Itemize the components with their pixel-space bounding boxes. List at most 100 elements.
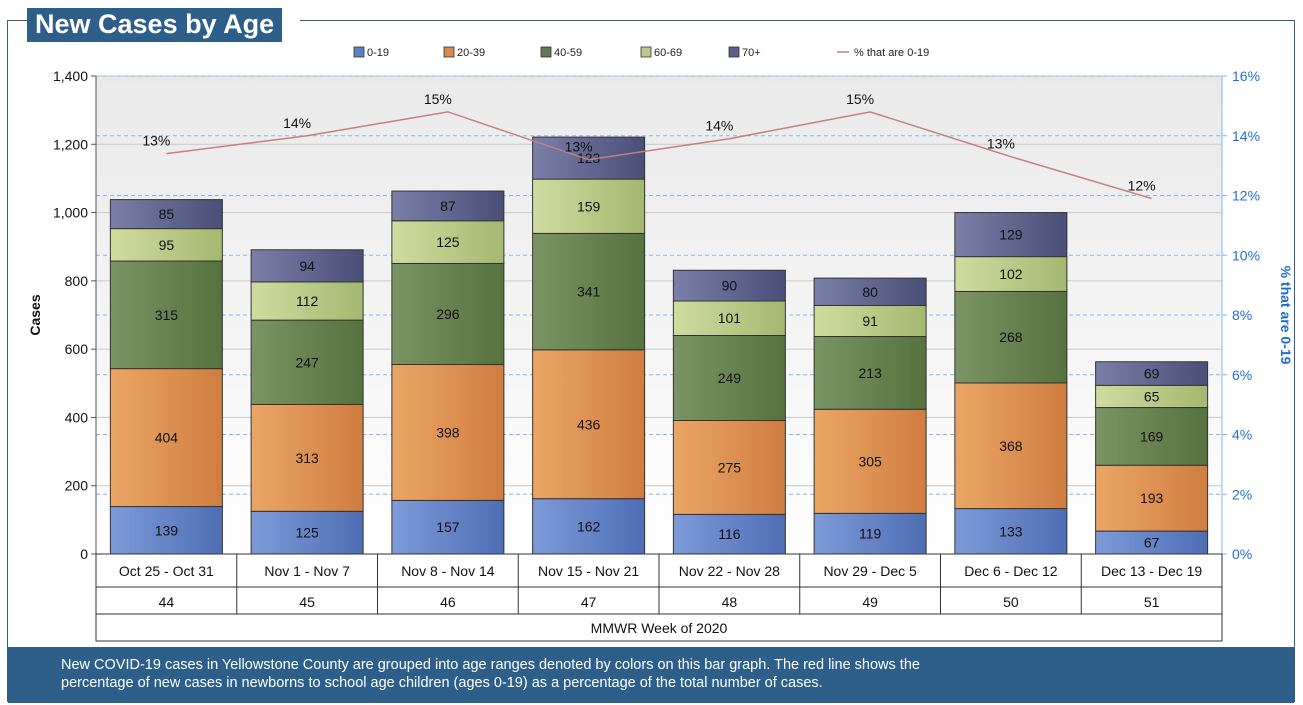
bar-value-label: 95 bbox=[159, 237, 175, 253]
bar-segment-20-39 bbox=[672, 420, 786, 515]
legend-swatch bbox=[540, 46, 552, 58]
bar-value-label: 162 bbox=[577, 518, 601, 534]
percent-label: 13% bbox=[142, 133, 170, 149]
bar-value-label: 101 bbox=[718, 310, 742, 326]
bar-segment-20-39 bbox=[250, 403, 364, 512]
legend-label: 0-19 bbox=[367, 47, 389, 59]
y2-tick-label: 10% bbox=[1232, 247, 1260, 263]
bar-segment-60-69 bbox=[954, 256, 1068, 292]
y2-tick-label: 4% bbox=[1232, 427, 1252, 443]
y2-tick-label: 8% bbox=[1232, 307, 1252, 323]
bar-segment-70+ bbox=[250, 249, 364, 283]
legend-swatch bbox=[640, 46, 652, 58]
x-week-number: 46 bbox=[440, 594, 456, 610]
bar-segment-40-59 bbox=[1095, 407, 1209, 466]
x-category-label: Nov 22 - Nov 28 bbox=[679, 563, 780, 579]
stacked-bar-chart: 139 404 315 95 85 125 313 247 112 94 157 398 296 125 8… bbox=[27, 46, 1294, 642]
y2-axis-title: % that are 0-19 bbox=[1278, 266, 1294, 365]
percent-label: 13% bbox=[565, 139, 593, 155]
x-category-label: Nov 1 - Nov 7 bbox=[264, 563, 350, 579]
chart-title: New Cases by Age bbox=[27, 8, 283, 42]
bar-segment-20-39 bbox=[813, 408, 927, 514]
bar-value-label: 116 bbox=[718, 526, 741, 542]
bar-segment-20-39 bbox=[391, 364, 505, 501]
axes-group: 0 200 400 600 800 1,000 1,200 1,400 0% 2% 4% 6% 8% 10… bbox=[27, 68, 1294, 562]
bar-value-label: 404 bbox=[155, 430, 179, 446]
y-tick-label: 1,200 bbox=[53, 136, 88, 152]
percent-line-group: 13% 14% 15% 13% 14% 15% 13% 12% bbox=[142, 91, 1156, 200]
bar-segment-70+ bbox=[672, 269, 786, 302]
bar-segment-70+ bbox=[813, 277, 927, 306]
x-category-label: Dec 6 - Dec 12 bbox=[964, 563, 1058, 579]
y-tick-label: 1,400 bbox=[53, 68, 88, 84]
bar-value-label: 341 bbox=[577, 284, 601, 300]
bar-segment-0-19 bbox=[391, 499, 505, 555]
bar-segment-0-19 bbox=[250, 510, 364, 555]
bar-value-label: 87 bbox=[440, 198, 456, 214]
caption-line-2: percentage of new cases in newborns to s… bbox=[61, 675, 823, 691]
percent-label: 15% bbox=[846, 91, 874, 107]
legend: 0-19 20-39 40-59 60-69 70+ % that are 0-19 bbox=[353, 46, 929, 59]
y2-tick-label: 12% bbox=[1232, 188, 1260, 204]
bar-value-label: 133 bbox=[999, 523, 1023, 539]
bar-value-label: 247 bbox=[295, 354, 319, 370]
frame-top-border bbox=[300, 20, 1295, 21]
y-tick-label: 200 bbox=[65, 478, 89, 494]
bar-value-label: 213 bbox=[858, 365, 882, 381]
bar-value-label: 315 bbox=[155, 307, 179, 323]
legend-label: 40-59 bbox=[554, 47, 582, 59]
percent-label: 12% bbox=[1128, 177, 1156, 193]
y-tick-label: 600 bbox=[65, 341, 89, 357]
bar-segment-40-59 bbox=[391, 262, 505, 366]
bar-value-label: 125 bbox=[436, 234, 460, 250]
bar-value-label: 157 bbox=[436, 519, 460, 535]
bar-segment-60-69 bbox=[250, 281, 364, 321]
bar-segment-40-59 bbox=[250, 319, 364, 405]
bar-segment-40-59 bbox=[813, 336, 927, 410]
bar-segment-0-19 bbox=[532, 498, 646, 555]
percent-label: 14% bbox=[705, 118, 733, 134]
bar-value-label: 398 bbox=[436, 424, 460, 440]
bar-segment-20-39 bbox=[532, 349, 646, 500]
x-category-label: Dec 13 - Dec 19 bbox=[1101, 563, 1202, 579]
x-week-number: 45 bbox=[299, 594, 315, 610]
y-tick-label: 1,000 bbox=[53, 205, 88, 221]
y2-tick-label: 6% bbox=[1232, 367, 1252, 383]
bar-value-label: 296 bbox=[436, 306, 460, 322]
bar-value-label: 65 bbox=[1144, 388, 1160, 404]
legend-label: % that are 0-19 bbox=[854, 47, 929, 59]
bar-value-label: 159 bbox=[577, 198, 601, 214]
percent-line bbox=[166, 111, 1152, 200]
bar-value-label: 85 bbox=[159, 206, 175, 222]
y2-tick-label: 2% bbox=[1232, 486, 1252, 502]
bar-value-label: 119 bbox=[859, 526, 882, 542]
bar-value-label: 169 bbox=[1140, 428, 1164, 444]
legend-label: 70+ bbox=[742, 47, 761, 59]
bar-segment-40-59 bbox=[109, 260, 223, 370]
legend-label: 20-39 bbox=[457, 47, 485, 59]
bar-value-label: 91 bbox=[862, 313, 878, 329]
x-axis-title: MMWR Week of 2020 bbox=[591, 620, 728, 636]
x-category-label: Nov 8 - Nov 14 bbox=[401, 563, 495, 579]
bar-segment-40-59 bbox=[672, 334, 786, 422]
y2-tick-label: 0% bbox=[1232, 546, 1252, 562]
bar-segment-60-69 bbox=[672, 300, 786, 336]
bar-value-label: 90 bbox=[722, 278, 738, 294]
bar-value-label: 268 bbox=[999, 329, 1023, 345]
frame-top-border-left bbox=[7, 20, 27, 21]
bar-segment-70+ bbox=[391, 190, 505, 222]
bar-segment-60-69 bbox=[391, 220, 505, 264]
y-tick-label: 800 bbox=[65, 273, 89, 289]
x-axis-table: Oct 25 - Oct 31 44 Nov 1 - Nov 7 45 Nov 8 - … bbox=[95, 553, 1223, 642]
bar-value-label: 94 bbox=[299, 258, 315, 274]
x-category-label: Nov 29 - Dec 5 bbox=[823, 563, 917, 579]
bar-segment-70+ bbox=[109, 199, 223, 230]
bar-segment-60-69 bbox=[813, 304, 927, 338]
bar-value-label: 275 bbox=[718, 459, 742, 475]
legend-label: 60-69 bbox=[654, 47, 682, 59]
percent-label: 14% bbox=[283, 115, 311, 131]
y-tick-label: 400 bbox=[65, 409, 89, 425]
bar-value-label: 69 bbox=[1144, 366, 1160, 382]
x-week-number: 47 bbox=[581, 594, 597, 610]
bar-value-label: 102 bbox=[999, 266, 1023, 282]
